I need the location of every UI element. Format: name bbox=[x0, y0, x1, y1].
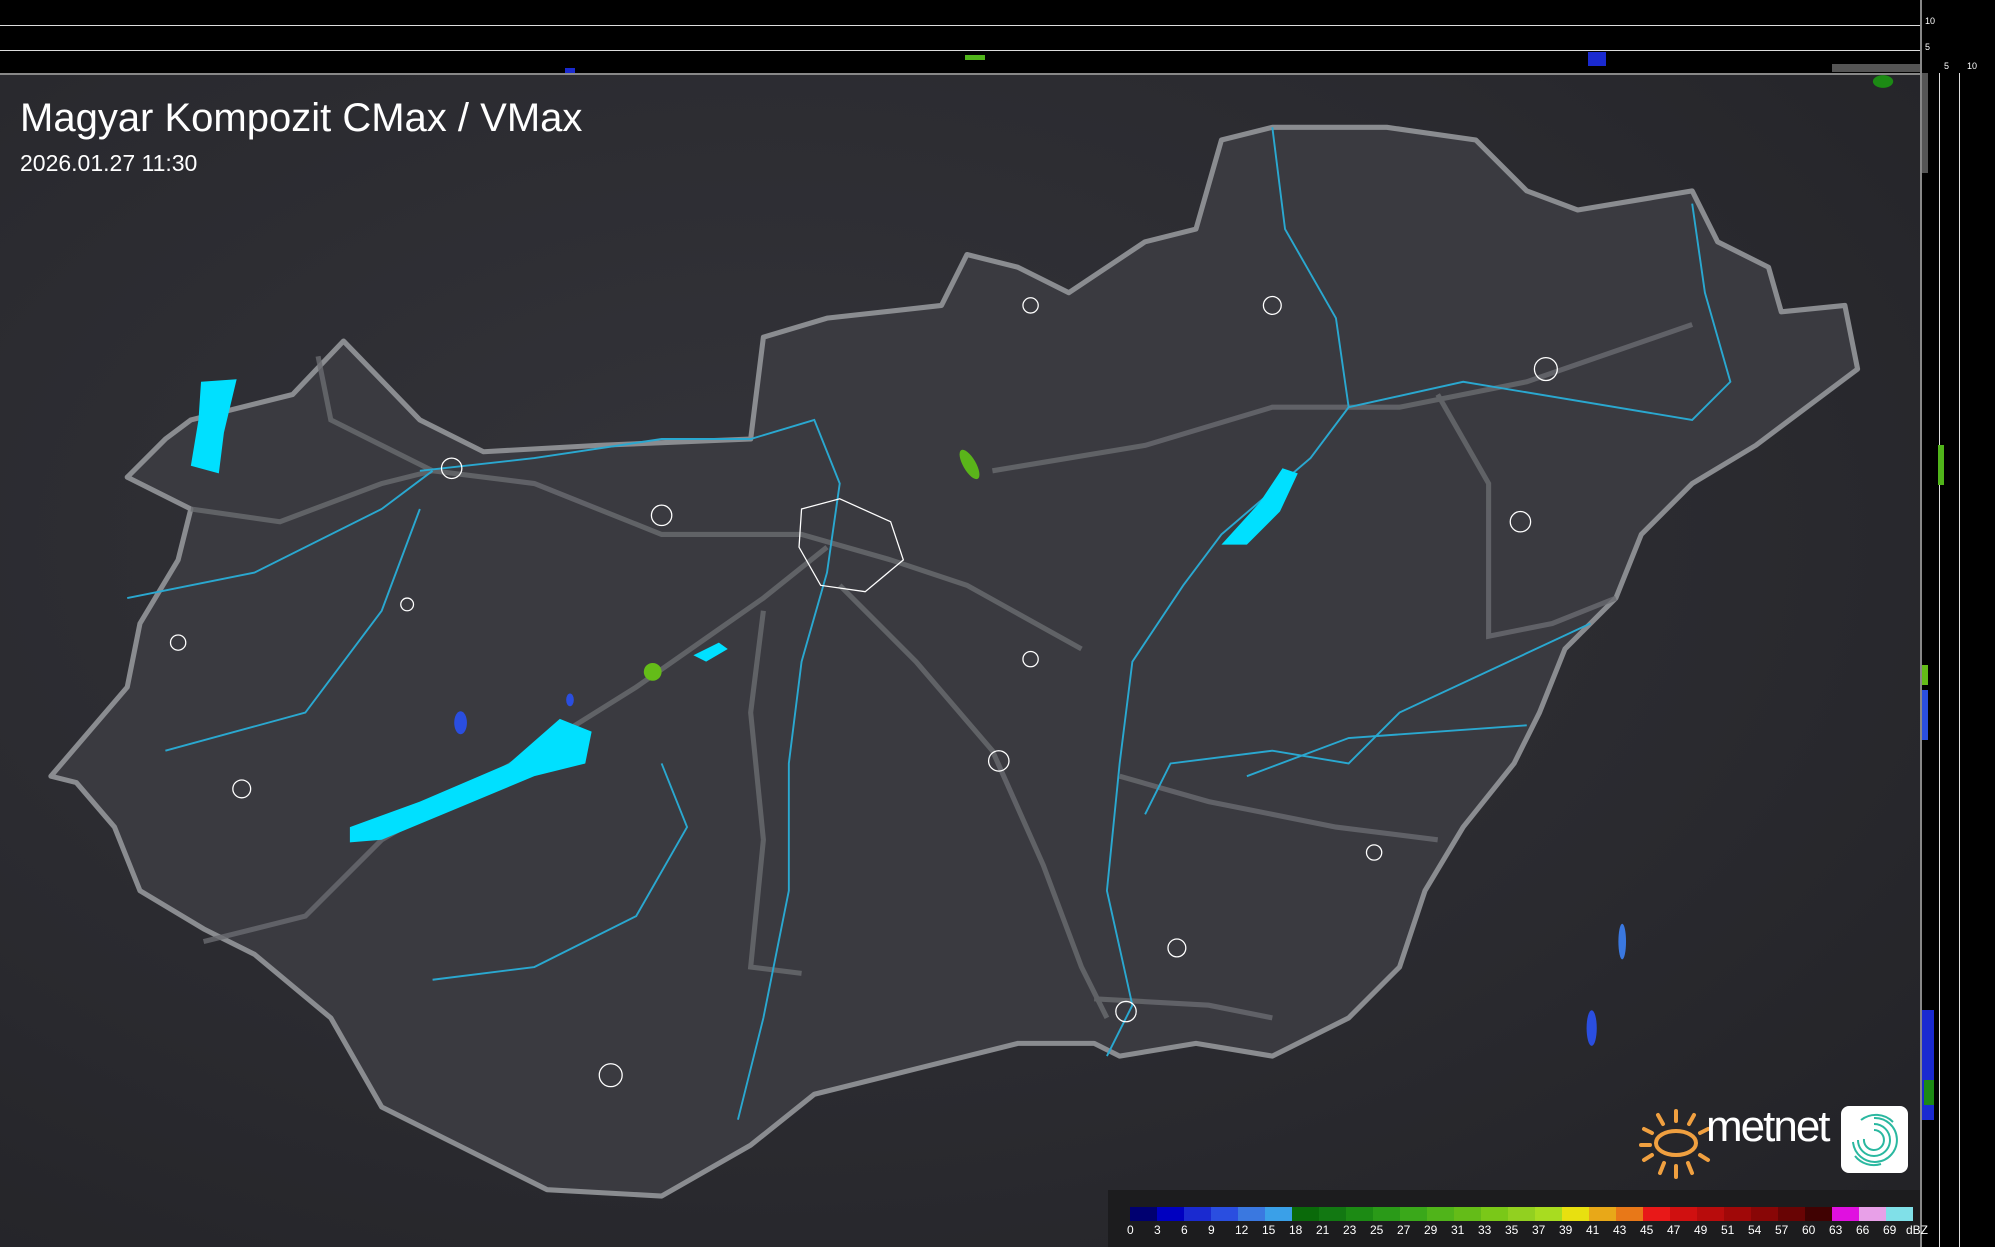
legend-label: 49 bbox=[1694, 1223, 1708, 1237]
tick-label: 10 bbox=[1967, 61, 1978, 71]
gridline bbox=[1959, 73, 1960, 1247]
legend-color-swatch bbox=[1508, 1207, 1535, 1221]
lake-neusiedl bbox=[190, 379, 237, 474]
legend-label: 60 bbox=[1802, 1223, 1816, 1237]
vertical-profile-right bbox=[1920, 0, 1995, 1247]
legend-color-swatch bbox=[1778, 1207, 1805, 1221]
legend-color-swatch bbox=[1589, 1207, 1616, 1221]
legend-color-swatch bbox=[1211, 1207, 1238, 1221]
legend-label: 29 bbox=[1424, 1223, 1438, 1237]
legend-color-swatch bbox=[1292, 1207, 1319, 1221]
legend-label: 12 bbox=[1235, 1223, 1249, 1237]
profile-ground bbox=[1922, 73, 1928, 173]
swirl-icon bbox=[1841, 1106, 1908, 1173]
lake-balaton bbox=[349, 718, 592, 843]
legend-color-swatch bbox=[1535, 1207, 1562, 1221]
legend-color-swatch bbox=[1427, 1207, 1454, 1221]
legend-label: 6 bbox=[1181, 1223, 1188, 1237]
legend-color-swatch bbox=[1697, 1207, 1724, 1221]
legend-color-swatch bbox=[1643, 1207, 1670, 1221]
gridline bbox=[1939, 73, 1940, 1247]
legend-unit: dBZ bbox=[1906, 1223, 1929, 1237]
legend-color-swatch bbox=[1238, 1207, 1265, 1221]
tick-label: 5 bbox=[1944, 61, 1950, 71]
metnet-logo-text: metnet bbox=[1706, 1102, 1831, 1151]
legend-label: 3 bbox=[1154, 1223, 1161, 1237]
legend-label: 9 bbox=[1208, 1223, 1215, 1237]
profile-ground bbox=[1832, 64, 1920, 72]
vertical-profile-top bbox=[0, 0, 1920, 75]
legend-color-swatch bbox=[1859, 1207, 1886, 1221]
legend-color-swatch bbox=[1265, 1207, 1292, 1221]
tick-label: 10 bbox=[1925, 16, 1936, 26]
legend-label: 18 bbox=[1289, 1223, 1303, 1237]
country-region bbox=[48, 124, 1861, 1199]
legend-label: 47 bbox=[1667, 1223, 1681, 1237]
legend-label: 41 bbox=[1586, 1223, 1600, 1237]
radar-echoes bbox=[454, 75, 1894, 1046]
legend-label: 43 bbox=[1613, 1223, 1627, 1237]
profile-echo bbox=[965, 55, 985, 60]
dbz-color-legend: 0 3 6 9 12 15 18 21 23 25 27 29 31 33 35 37 39 41 43 45 47 49… bbox=[1108, 1190, 1928, 1247]
legend-label: 39 bbox=[1559, 1223, 1573, 1237]
legend-color-swatch bbox=[1454, 1207, 1481, 1221]
legend-label: 51 bbox=[1721, 1223, 1735, 1237]
legend-label: 69 bbox=[1883, 1223, 1897, 1237]
legend-label: 35 bbox=[1505, 1223, 1519, 1237]
legend-color-swatch bbox=[1319, 1207, 1346, 1221]
legend-color-swatch bbox=[1886, 1207, 1913, 1221]
legend-label: 45 bbox=[1640, 1223, 1654, 1237]
legend-label: 33 bbox=[1478, 1223, 1492, 1237]
profile-echo bbox=[1938, 445, 1944, 485]
legend-label: 0 bbox=[1127, 1223, 1134, 1237]
legend-label: 57 bbox=[1775, 1223, 1789, 1237]
legend-color-swatch bbox=[1373, 1207, 1400, 1221]
map-title: Magyar Kompozit CMax / VMax bbox=[20, 96, 583, 140]
legend-label: 66 bbox=[1856, 1223, 1870, 1237]
legend-label: 54 bbox=[1748, 1223, 1762, 1237]
profile-echo bbox=[1922, 665, 1928, 685]
lake-velence bbox=[693, 642, 728, 662]
legend-label: 25 bbox=[1370, 1223, 1384, 1237]
legend-color-swatch bbox=[1751, 1207, 1778, 1221]
legend-color-swatch bbox=[1562, 1207, 1589, 1221]
legend-color-swatch bbox=[1670, 1207, 1697, 1221]
radar-map[interactable] bbox=[0, 73, 1920, 1247]
legend-color-swatch bbox=[1184, 1207, 1211, 1221]
profile-echo bbox=[1922, 690, 1928, 740]
legend-color-swatch bbox=[1481, 1207, 1508, 1221]
profile-echo bbox=[1924, 1080, 1934, 1105]
profile-echo bbox=[1588, 52, 1606, 66]
legend-label: 21 bbox=[1316, 1223, 1330, 1237]
legend-color-swatch bbox=[1832, 1207, 1859, 1221]
map-datetime: 2026.01.27 11:30 bbox=[20, 150, 198, 176]
cities bbox=[169, 295, 1558, 1088]
legend-label: 37 bbox=[1532, 1223, 1546, 1237]
legend-label: 15 bbox=[1262, 1223, 1276, 1237]
legend-label: 27 bbox=[1397, 1223, 1411, 1237]
legend-label: 31 bbox=[1451, 1223, 1465, 1237]
legend-color-swatch bbox=[1400, 1207, 1427, 1221]
profile-echo bbox=[565, 68, 575, 73]
legend-label: 23 bbox=[1343, 1223, 1357, 1237]
legend-label: 63 bbox=[1829, 1223, 1843, 1237]
rivers bbox=[127, 127, 1732, 1120]
legend-color-swatch bbox=[1616, 1207, 1643, 1221]
legend-color-swatch bbox=[1157, 1207, 1184, 1221]
legend-color-swatch bbox=[1346, 1207, 1373, 1221]
tick-label: 5 bbox=[1925, 42, 1931, 52]
legend-color-swatch bbox=[1130, 1207, 1157, 1221]
metnet-sun-logo-icon bbox=[1638, 1105, 1713, 1185]
legend-color-swatch bbox=[1724, 1207, 1751, 1221]
gridline bbox=[0, 25, 1920, 26]
legend-color-swatch bbox=[1805, 1207, 1832, 1221]
lakes bbox=[190, 379, 1298, 843]
gridline bbox=[0, 50, 1920, 51]
lake-tisza bbox=[1221, 468, 1298, 545]
